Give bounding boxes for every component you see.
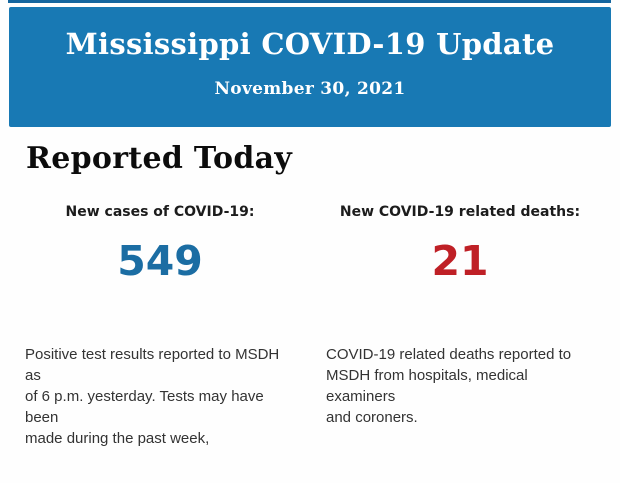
new-deaths-value: 21	[431, 237, 489, 285]
new-cases-label: New cases of COVID-19:	[65, 204, 255, 220]
new-deaths-label: New COVID-19 related deaths:	[339, 204, 581, 220]
page-title: Mississippi COVID-19 Update	[65, 27, 555, 61]
stat-column-new-cases: New cases of COVID-19: 549	[25, 204, 295, 282]
descriptions-section: Positive test results reported to MSDH a…	[25, 344, 597, 449]
new-deaths-description: COVID-19 related deaths reported to MSDH…	[326, 346, 572, 426]
top-accent-strip	[8, 0, 611, 3]
stats-section: New cases of COVID-19: 549 New COVID-19 …	[25, 204, 595, 282]
header-date: November 30, 2021	[214, 79, 406, 99]
section-heading: Reported Today	[26, 141, 293, 176]
header-banner: Mississippi COVID-19 Update November 30,…	[9, 7, 611, 127]
new-cases-description: Positive test results reported to MSDH a…	[25, 346, 280, 447]
new-cases-value: 549	[117, 237, 203, 285]
stat-column-new-deaths: New COVID-19 related deaths: 21	[325, 204, 595, 282]
